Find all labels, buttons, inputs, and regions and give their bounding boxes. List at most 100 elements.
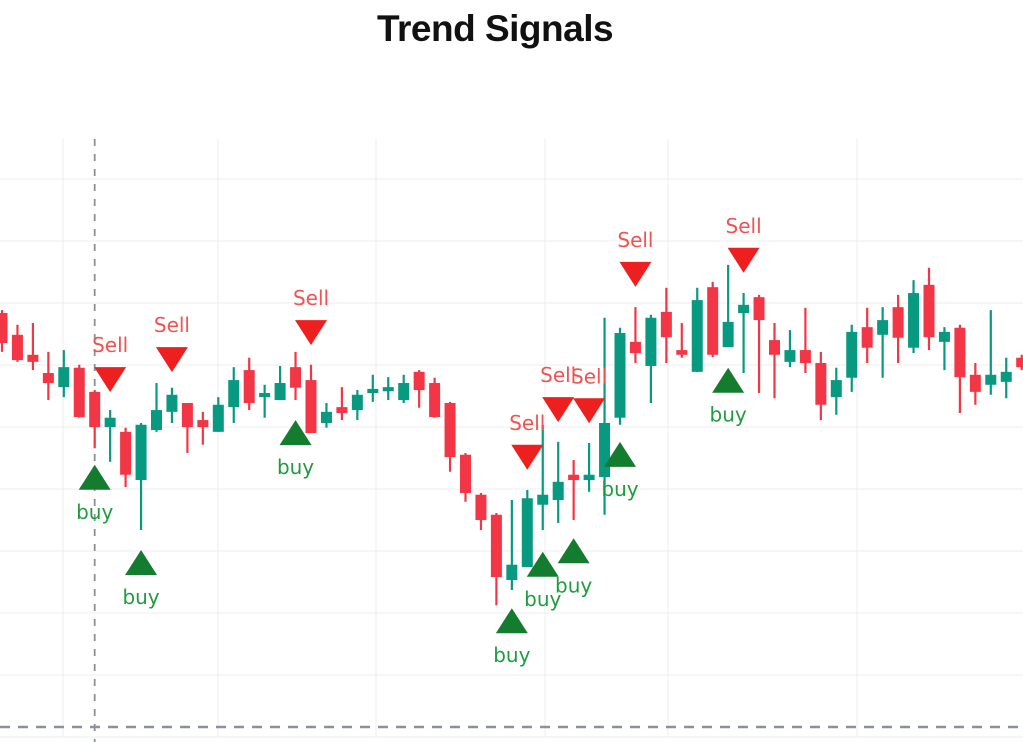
candle-body-up — [599, 423, 611, 478]
sell-marker-icon — [511, 444, 544, 470]
candle-body-up — [228, 380, 240, 408]
buy-label: buy — [601, 477, 638, 501]
candle-body-up — [908, 293, 920, 348]
candle-body-down — [429, 383, 441, 418]
candle-body-up — [274, 383, 286, 401]
buy-label: buy — [710, 403, 747, 427]
candle-body-up — [351, 394, 363, 411]
candle-body-down — [861, 327, 873, 348]
candle-body-down — [120, 431, 132, 475]
buy-marker-icon — [125, 550, 158, 576]
candle-body-down — [799, 350, 811, 364]
candle-body-down — [0, 313, 8, 344]
candle-body-down — [336, 407, 348, 414]
candle-body-down — [243, 370, 255, 404]
buy-marker-icon — [712, 367, 745, 393]
candle-body-down — [676, 350, 688, 355]
sell-label: Sell — [154, 313, 190, 337]
buy-label: buy — [122, 585, 159, 609]
candle-body-down — [181, 403, 193, 428]
buy-label: buy — [493, 643, 530, 667]
candle-body-up — [846, 331, 858, 378]
candle-body-down — [444, 403, 456, 458]
buy-marker-icon — [557, 538, 590, 564]
candle-body-down — [413, 371, 425, 391]
candle-body-up — [135, 424, 147, 481]
chart-title: Trend Signals — [376, 8, 614, 49]
candle-body-up — [398, 383, 410, 401]
candle-body-down — [197, 420, 209, 428]
sell-label: Sell — [293, 286, 329, 310]
candle-body-up — [58, 367, 70, 388]
candle-body-up — [583, 474, 595, 481]
candle-body-down — [707, 287, 719, 355]
candle-body-down — [629, 341, 641, 354]
sell-marker-icon — [727, 247, 760, 273]
candle-body-up — [166, 394, 178, 412]
sell-label: Sell — [617, 228, 653, 252]
sell-label: Sell — [92, 333, 128, 357]
candle-body-down — [305, 380, 317, 433]
candle-body-down — [753, 297, 765, 321]
sell-label: Sell — [726, 214, 762, 238]
candle-body-up — [151, 410, 162, 431]
buy-marker-icon — [526, 551, 559, 577]
candle-body-up — [1000, 371, 1012, 382]
sell-marker-icon — [155, 347, 188, 373]
sell-label: Sell — [540, 363, 576, 387]
candle-body-up — [506, 564, 518, 580]
candle-body-up — [614, 333, 626, 418]
candle-body-up — [738, 304, 750, 314]
candle-body-down — [923, 284, 935, 338]
candle-body-down — [42, 373, 54, 384]
candle-body-up — [104, 417, 116, 428]
candle-body-up — [259, 393, 271, 398]
sell-marker-icon — [94, 367, 127, 393]
candle-body-down — [89, 391, 101, 428]
buy-marker-icon — [78, 464, 111, 490]
sell-marker-icon — [542, 397, 575, 423]
candle-body-up — [784, 350, 796, 362]
candle-body-up — [722, 321, 734, 348]
candle-body-down — [1016, 357, 1023, 368]
sell-label: Sell — [571, 364, 607, 388]
candle-body-down — [769, 340, 780, 355]
candle-body-down — [460, 454, 471, 493]
candle-body-up — [645, 317, 657, 366]
candle-body-up — [382, 387, 394, 392]
candle-body-up — [367, 388, 379, 394]
candle-body-down — [954, 327, 966, 378]
candle-body-down — [892, 307, 904, 338]
sell-marker-icon — [295, 320, 327, 346]
sell-label: Sell — [509, 411, 545, 435]
candle-body-down — [475, 494, 487, 521]
buy-label: buy — [524, 587, 561, 611]
candle-body-down — [490, 514, 502, 578]
candle-body-up — [938, 331, 950, 342]
candle-body-up — [830, 380, 842, 398]
candle-body-up — [212, 404, 224, 432]
buy-label: buy — [555, 573, 592, 597]
buy-marker-icon — [495, 608, 528, 634]
candle-body-down — [27, 354, 39, 362]
candle-body-down — [969, 374, 981, 392]
buy-label: buy — [76, 500, 113, 524]
sell-marker-icon — [573, 398, 606, 424]
candle-body-down — [815, 363, 827, 405]
buy-marker-icon — [279, 420, 312, 446]
candle-body-up — [691, 300, 703, 372]
candle-body-down — [290, 367, 302, 388]
candle-body-up — [877, 320, 889, 335]
buy-label: buy — [277, 455, 314, 479]
candle-body-down — [73, 367, 85, 418]
sell-marker-icon — [619, 261, 652, 287]
candle-body-down — [660, 311, 672, 338]
candle-body-up — [985, 374, 997, 385]
buy-marker-icon — [604, 441, 636, 467]
candle-body-down — [11, 334, 23, 361]
candle-body-up — [537, 494, 549, 505]
candle-body-up — [320, 411, 332, 424]
candle-body-up — [521, 498, 533, 568]
